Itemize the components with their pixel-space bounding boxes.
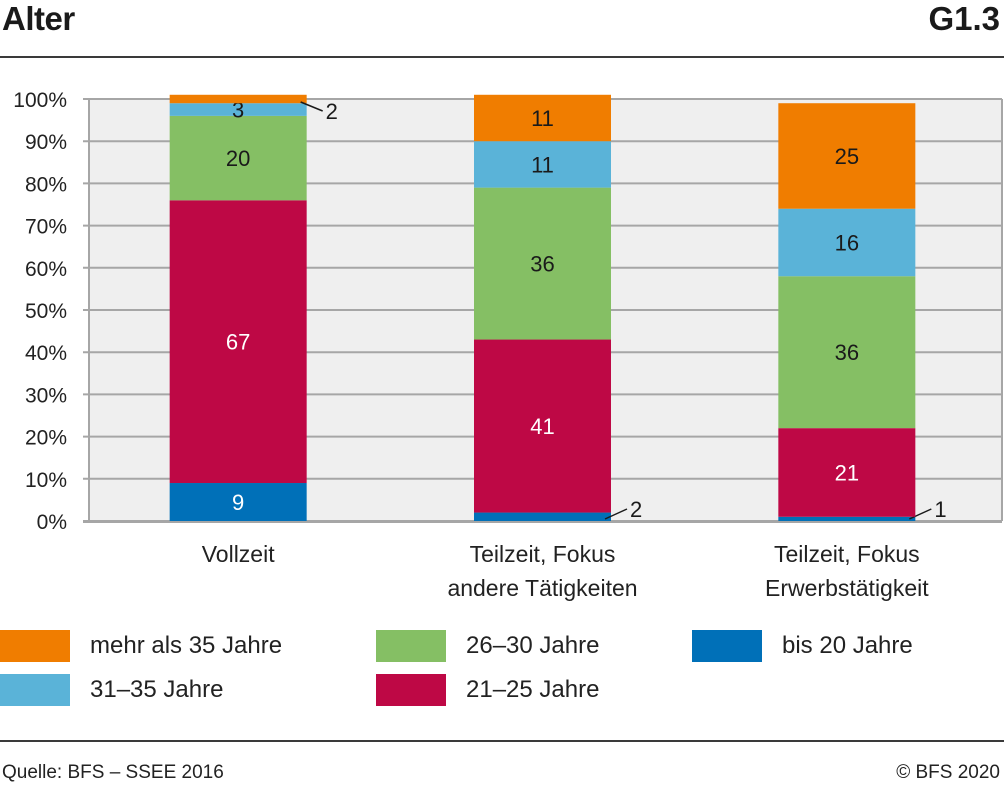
bar-segment [778,276,916,429]
leader-line [604,508,628,520]
bar-segment [474,512,611,521]
x-tick-label: Teilzeit, Fokus [470,541,616,567]
legend-item: mehr als 35 Jahre [0,630,282,662]
legend-label: 31–35 Jahre [90,676,224,703]
chart-id: G1.3 [928,0,1000,37]
bar-segment [474,187,611,340]
data-label: 3 [232,98,244,123]
bar-segment [169,115,307,201]
data-label: 1 [934,497,946,522]
legend-swatch [376,630,446,662]
leader-line [300,101,323,112]
data-label: 9 [232,490,244,515]
legend-swatch [0,630,70,662]
chart-title: Alter [2,0,75,37]
legend-item: 26–30 Jahre [376,630,599,662]
legend-swatch [692,630,762,662]
legend-item: 31–35 Jahre [0,674,223,706]
data-label: 11 [531,152,554,177]
x-tick-label: Teilzeit, Fokus [774,541,920,567]
y-tick-label: 60% [25,258,67,281]
bar-segment [169,103,307,116]
y-tick-label: 70% [25,216,67,239]
x-tick-label: Erwerbstätigkeit [765,575,929,601]
bar-segment [474,94,611,142]
y-tick-label: 10% [25,469,67,492]
bar-segment [778,428,916,517]
legend-label: mehr als 35 Jahre [90,632,283,659]
bar-segment [778,516,916,521]
bar-segment [169,200,307,484]
data-label: 21 [835,460,859,485]
legend-item: bis 20 Jahre [692,630,913,662]
bar-segment [169,483,307,521]
top-divider [0,56,1004,58]
legend-swatch [376,674,446,706]
data-label: 36 [835,340,859,365]
y-tick-label: 50% [25,300,67,323]
data-label: 67 [226,330,250,355]
legend-swatch [0,674,70,706]
legend-label: bis 20 Jahre [782,632,913,659]
stacked-bar-chart: 0% 10% 20% 30% 40% 50% 60% 70% 80% 90% 100% 9 67 20 3 2… [13,89,1003,601]
data-label: 36 [530,252,554,277]
y-tick-label: 0% [37,511,67,534]
data-label: 41 [530,414,554,439]
x-tick-label: andere Tätigkeiten [447,575,637,601]
bar-segment [474,339,611,513]
data-label: 2 [630,497,642,522]
x-tick-label: Vollzeit [202,541,275,567]
bar-segment [778,103,916,209]
legend-label: 21–25 Jahre [466,676,600,703]
y-tick-label: 90% [25,131,67,154]
y-tick-label: 30% [25,384,67,407]
bottom-divider [0,740,1004,742]
bar-segment [778,208,916,277]
y-tick-label: 40% [25,342,67,365]
bar-segment [169,94,307,104]
data-label: 16 [835,230,859,255]
bar-segment [474,141,611,188]
data-label: 2 [326,99,338,124]
y-tick-label: 80% [25,173,67,196]
data-label: 11 [531,106,554,131]
copyright-note: © BFS 2020 [896,762,1000,783]
legend-item: 21–25 Jahre [376,674,599,706]
y-tick-label: 100% [13,89,67,112]
leader-line [909,508,932,520]
source-note: Quelle: BFS – SSEE 2016 [2,762,224,783]
data-label: 20 [226,146,250,171]
legend-label: 26–30 Jahre [466,632,600,659]
y-tick-label: 20% [25,427,67,450]
data-label: 25 [835,144,859,169]
